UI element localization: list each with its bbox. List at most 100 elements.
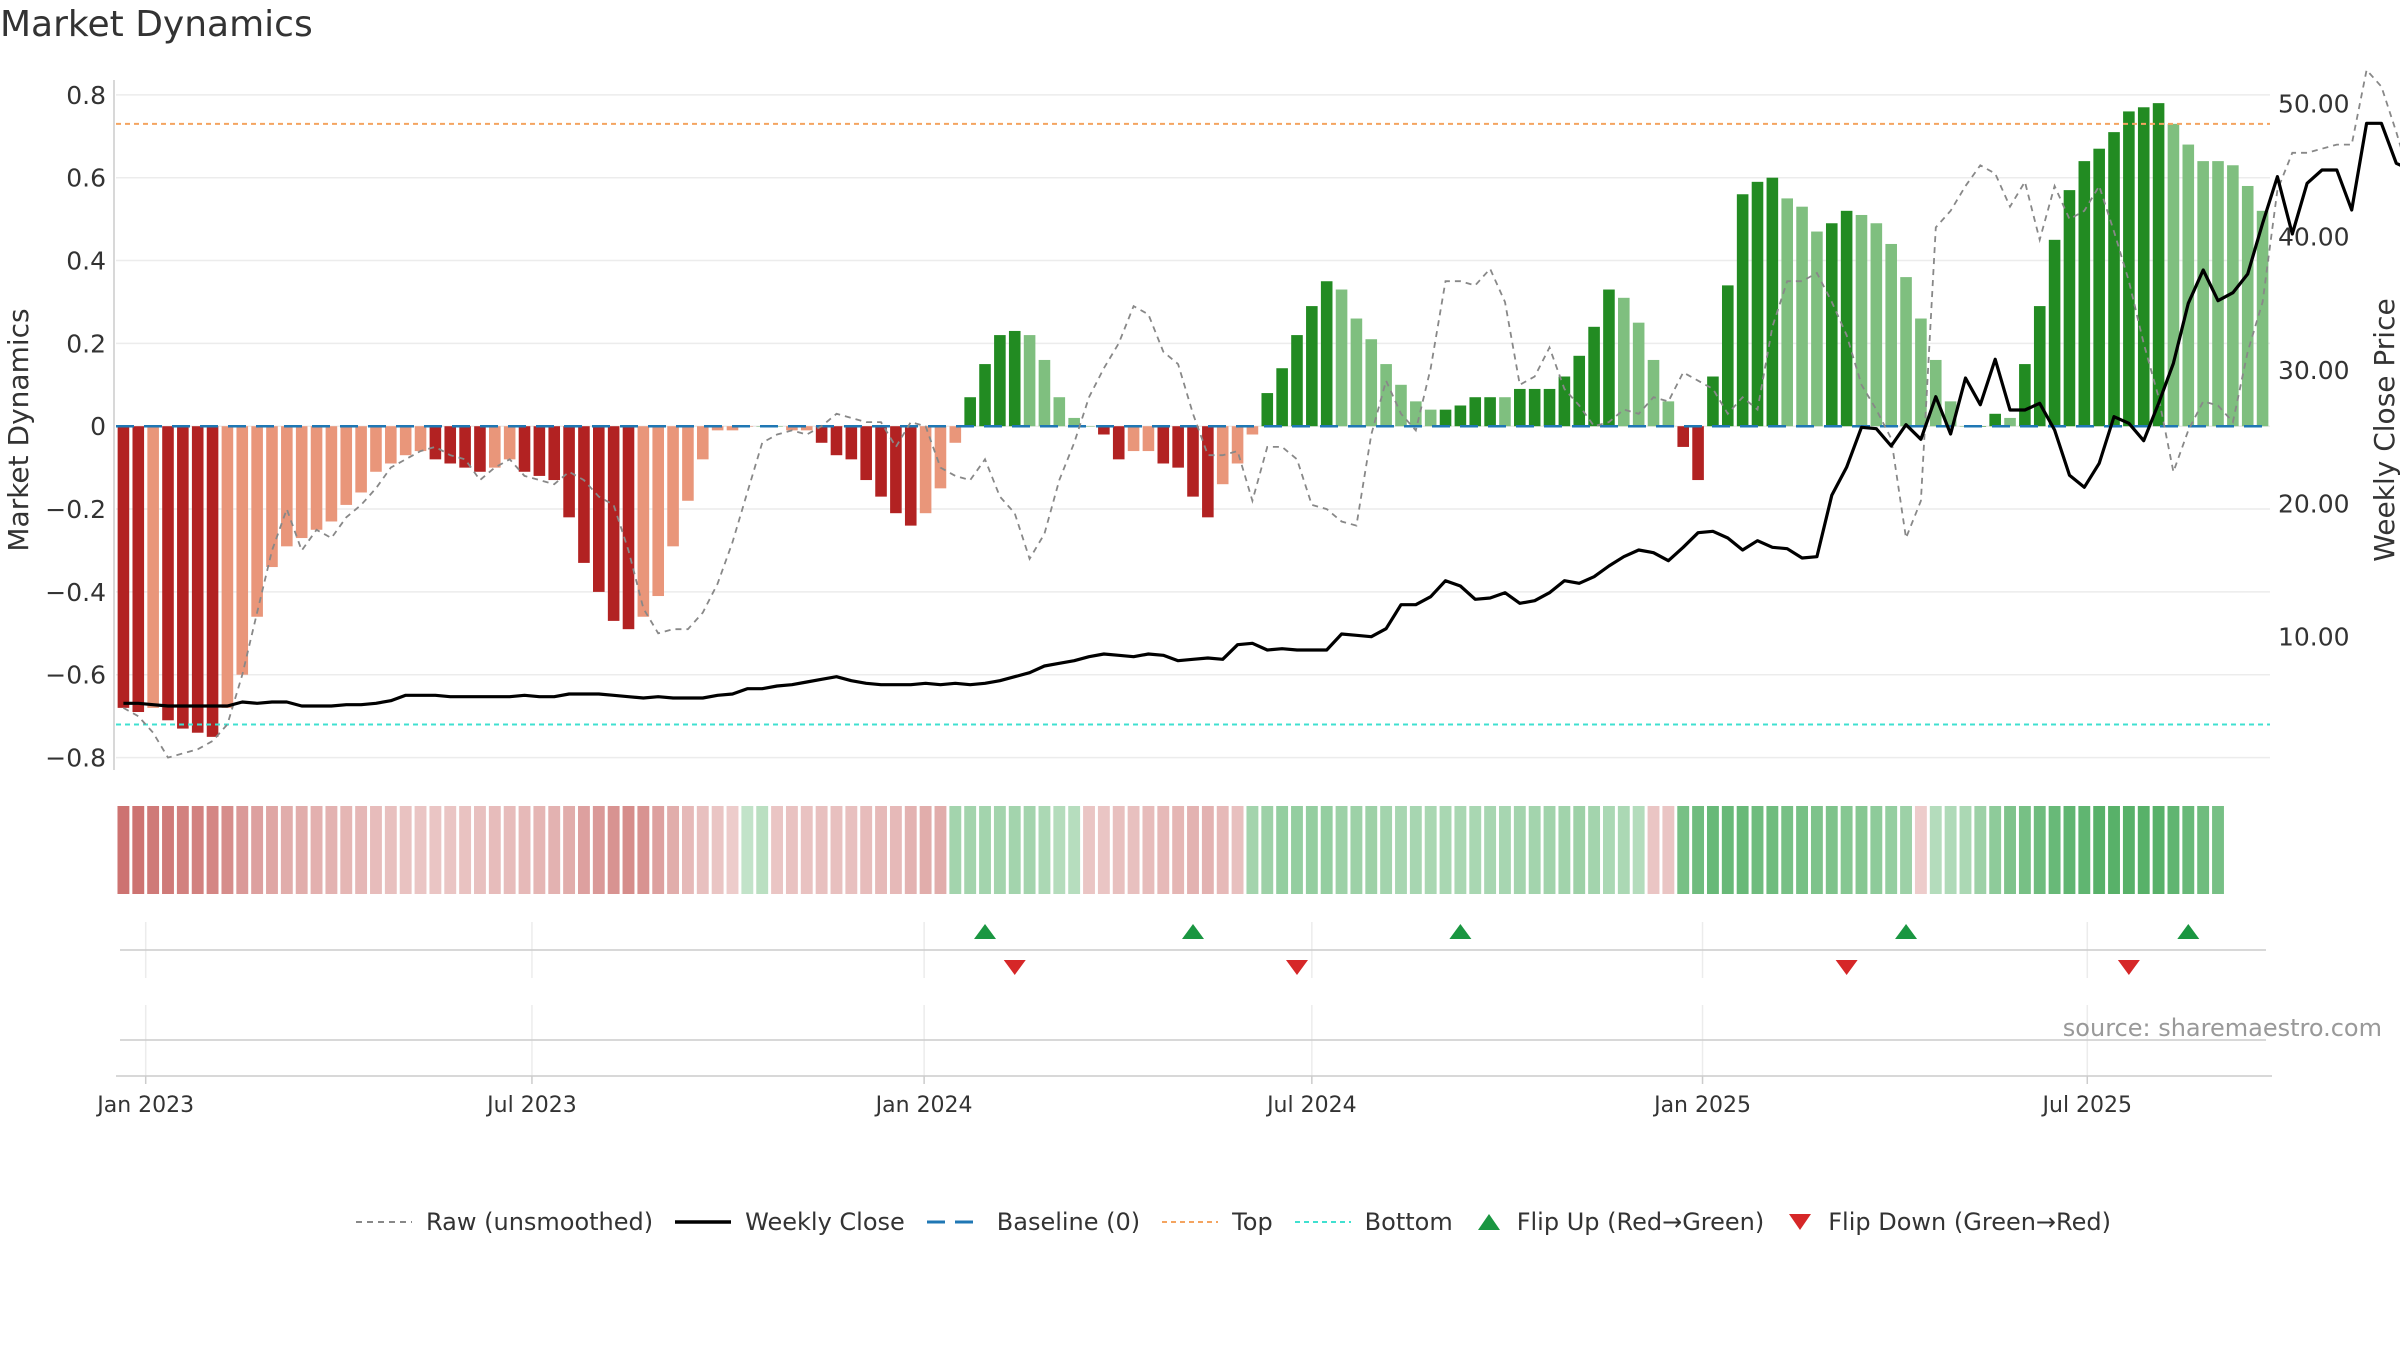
- dynamics-bar: [1692, 426, 1704, 481]
- dynamics-bar: [370, 426, 382, 472]
- dynamics-bar: [1261, 393, 1274, 427]
- dynamics-bar: [2182, 144, 2195, 427]
- regime-strip-cell: [1810, 806, 1823, 894]
- weekly-close-line: [123, 121, 2400, 708]
- regime-strip-cell: [1380, 806, 1393, 894]
- regime-strip-cell: [503, 806, 516, 894]
- triangle-up-icon: [1477, 1214, 1500, 1230]
- dynamics-bar: [1543, 388, 1556, 427]
- regime-strip-cell: [1291, 806, 1303, 894]
- regime-strip-cell: [993, 806, 1006, 894]
- dynamics-bar: [2078, 161, 2091, 427]
- dynamics-bar: [592, 426, 605, 592]
- dynamics-bar: [904, 426, 917, 526]
- y2-tick-label: 50.00: [2278, 89, 2350, 118]
- regime-strip-cell: [904, 806, 917, 894]
- dynamics-bar: [1811, 231, 1823, 427]
- regime-strip-cell: [1677, 806, 1690, 894]
- dynamics-bar: [325, 426, 338, 522]
- dynamics-bar: [1662, 401, 1675, 427]
- dynamics-bar: [1098, 426, 1110, 435]
- dynamics-bar: [1825, 223, 1838, 427]
- regime-strip-cell: [577, 806, 590, 894]
- flip-panel: [120, 922, 2266, 978]
- dynamics-bar: [1514, 388, 1526, 427]
- dynamics-bar: [1068, 417, 1080, 427]
- y-tick-label: −0.6: [45, 661, 106, 690]
- dynamics-bar: [191, 426, 204, 733]
- flip-down-marker: [1003, 960, 1026, 975]
- regime-strip-cell: [1439, 806, 1452, 894]
- regime-strip-cell: [563, 806, 576, 894]
- dynamics-bar: [444, 426, 457, 464]
- raw-line: [122, 68, 2400, 759]
- regime-strip-cell: [1751, 806, 1764, 894]
- triangle-down-icon: [1789, 1214, 1812, 1230]
- legend-label: Weekly Close: [745, 1208, 905, 1236]
- regime-strip-cell: [2108, 806, 2120, 894]
- dynamics-bar: [1157, 426, 1170, 464]
- raw-series: [122, 68, 2400, 759]
- dynamics-bar: [1855, 214, 1868, 427]
- legend-label: Top: [1232, 1208, 1273, 1236]
- regime-strip-cell: [1528, 806, 1541, 894]
- dynamics-bar: [1677, 426, 1690, 447]
- regime-strip-cell: [191, 806, 204, 894]
- regime-strip-cell: [1825, 806, 1838, 894]
- regime-strip-cell: [1647, 806, 1660, 894]
- x-axis: Jan 2023 Jul 2023 Jan 2024 Jul 2024 Jan 2025…: [95, 1076, 2132, 1118]
- regime-strip-cell: [2152, 806, 2165, 894]
- legend-item-flip-down: Flip Down (Green→Red): [1786, 1208, 2111, 1236]
- legend-item-baseline: Baseline (0): [926, 1208, 1141, 1236]
- regime-strip-cell: [2078, 806, 2091, 894]
- dynamics-bar: [711, 426, 724, 431]
- regime-strip-cell: [1855, 806, 1868, 894]
- y-tick-label: −0.4: [45, 578, 106, 607]
- regime-strip-cell: [1632, 806, 1645, 894]
- dynamics-bar: [1350, 318, 1363, 427]
- regime-strip-cell: [860, 806, 873, 894]
- legend-item-flip-up: Flip Up (Red→Green): [1475, 1208, 1764, 1236]
- regime-strip-cell: [1558, 806, 1571, 894]
- x-tick-label: Jan 2025: [1652, 1093, 1751, 1118]
- dynamics-bar: [1424, 409, 1437, 427]
- regime-strip-cell: [934, 806, 947, 894]
- regime-strip-cell: [711, 806, 724, 894]
- dynamics-bar: [1573, 355, 1586, 427]
- regime-strip-cell: [637, 806, 650, 894]
- regime-strip-cell: [280, 806, 293, 894]
- regime-strip-cell: [147, 806, 160, 894]
- legend-item-bottom: Bottom: [1294, 1208, 1453, 1236]
- dynamics-bar: [2004, 417, 2016, 427]
- regime-strip-cell: [756, 806, 769, 894]
- regime-strip-cell: [2167, 806, 2180, 894]
- regime-strip-cell: [2212, 806, 2224, 894]
- regime-strip: [117, 806, 2224, 894]
- legend-dotted-swatch: [1162, 1221, 1219, 1223]
- dynamics-bar: [518, 426, 531, 472]
- regime-strip-cell: [2137, 806, 2150, 894]
- reference-lines: [116, 122, 2270, 726]
- dynamics-bar: [1291, 335, 1303, 427]
- flip-up-marker: [974, 924, 997, 939]
- regime-strip-cell: [1201, 806, 1214, 894]
- regime-strip-cell: [176, 806, 189, 894]
- regime-strip-cell: [1617, 806, 1630, 894]
- regime-strip-cell: [1900, 806, 1912, 894]
- regime-strip-cell: [206, 806, 219, 894]
- x-tick-label: Jul 2024: [1265, 1093, 1357, 1118]
- legend-label: Baseline (0): [996, 1208, 1141, 1236]
- y-axis-title: Market Dynamics: [2, 308, 35, 551]
- regime-strip-cell: [399, 806, 412, 894]
- dynamics-bar: [177, 426, 189, 729]
- y-tick-label: 0: [90, 412, 106, 441]
- regime-strip-cell: [1781, 806, 1794, 894]
- dynamics-bar: [622, 426, 635, 630]
- regime-strip-cell: [1959, 806, 1972, 894]
- regime-strip-cell: [1038, 806, 1051, 894]
- legend-item-close: Weekly Close: [675, 1208, 905, 1236]
- dynamics-bar: [414, 426, 427, 452]
- dynamics-bar: [815, 426, 828, 443]
- regime-strip-cell: [221, 806, 234, 894]
